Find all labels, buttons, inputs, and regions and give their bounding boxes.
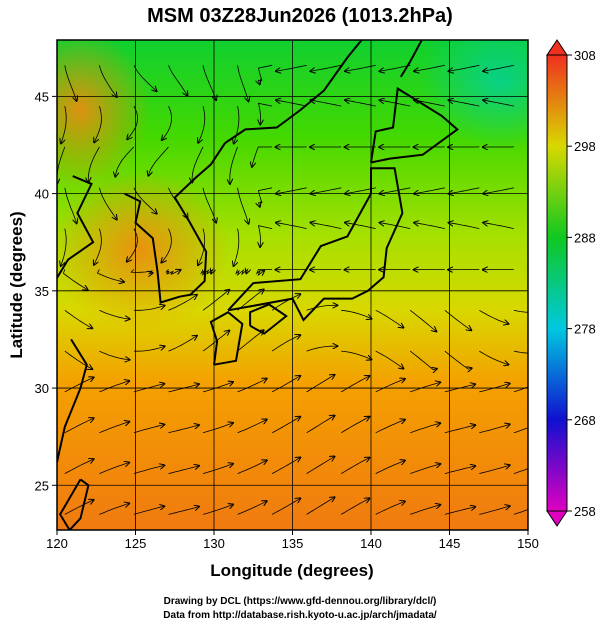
colorbar-top-arrow	[547, 40, 567, 55]
colorbar	[547, 40, 567, 526]
y-tick-label: 35	[35, 284, 49, 299]
colorbar-tick-label: 258	[574, 504, 596, 519]
y-tick-label: 40	[35, 187, 49, 202]
y-tick-label: 25	[35, 478, 49, 493]
y-tick-label: 30	[35, 381, 49, 396]
x-tick-label: 130	[203, 536, 225, 551]
colorbar-tick-label: 268	[574, 413, 596, 428]
credit: Drawing by DCL (https://www.gfd-dennou.o…	[164, 596, 437, 607]
map-field	[10, 10, 580, 530]
colorbar-body	[547, 55, 567, 511]
x-tick-label: 150	[517, 536, 539, 551]
credit: Data from http://database.rish.kyoto-u.a…	[163, 610, 437, 621]
colorbar-bottom-arrow	[547, 511, 567, 526]
x-tick-label: 140	[360, 536, 382, 551]
colorbar-tick-label: 288	[574, 230, 596, 245]
x-tick-label: 125	[125, 536, 147, 551]
x-tick-label: 135	[282, 536, 304, 551]
colorbar-tick-label: 278	[574, 322, 596, 337]
x-tick-label: 120	[46, 536, 68, 551]
warm-area	[10, 30, 150, 190]
colorbar-tick-label: 298	[574, 139, 596, 154]
title: MSM 03Z28Jun2026 (1013.2hPa)	[147, 5, 453, 27]
y-tick-label: 45	[35, 89, 49, 104]
y-axis-label: Latitude (degrees)	[7, 211, 26, 358]
x-axis-label: Longitude (degrees)	[210, 561, 373, 580]
x-tick-label: 145	[439, 536, 461, 551]
colorbar-tick-label: 308	[574, 48, 596, 63]
